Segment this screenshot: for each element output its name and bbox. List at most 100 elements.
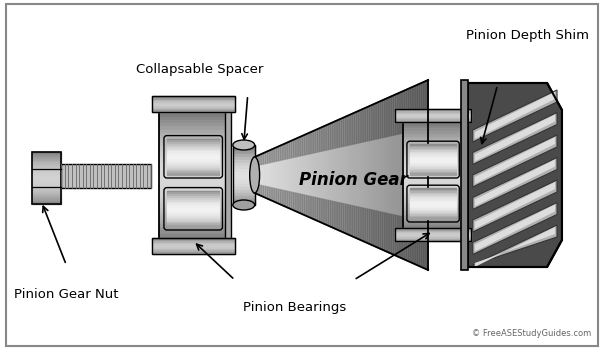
Bar [410, 213, 456, 215]
Bar [160, 230, 227, 233]
Polygon shape [330, 201, 333, 228]
Text: © FreeASEStudyGuides.com: © FreeASEStudyGuides.com [473, 329, 592, 338]
Polygon shape [261, 153, 263, 197]
Polygon shape [259, 154, 261, 196]
Polygon shape [413, 86, 415, 264]
Bar [160, 133, 227, 136]
Polygon shape [370, 105, 371, 245]
Bar [233, 166, 255, 169]
Polygon shape [283, 144, 285, 160]
Bar [152, 249, 235, 251]
Polygon shape [339, 203, 341, 231]
Bar [160, 178, 227, 182]
Bar [160, 162, 227, 165]
Polygon shape [352, 113, 355, 144]
Bar [160, 191, 227, 195]
Bar [152, 251, 235, 252]
Polygon shape [278, 189, 281, 204]
Polygon shape [335, 120, 337, 230]
Bar [404, 142, 463, 145]
Bar [404, 219, 463, 222]
Bar [152, 96, 235, 112]
Polygon shape [309, 132, 311, 154]
Bar [167, 196, 220, 198]
Polygon shape [319, 127, 322, 223]
Bar [31, 162, 61, 164]
Bar [160, 172, 227, 175]
Polygon shape [293, 139, 296, 158]
Bar [167, 218, 220, 220]
Bar [233, 178, 255, 181]
Polygon shape [285, 142, 287, 159]
Polygon shape [378, 101, 381, 249]
Bar [410, 170, 456, 172]
Bar [167, 198, 220, 200]
Polygon shape [296, 193, 298, 212]
Polygon shape [274, 188, 276, 203]
Polygon shape [322, 126, 324, 224]
Bar [160, 237, 227, 240]
Bar [167, 146, 220, 148]
Polygon shape [315, 129, 318, 153]
Polygon shape [350, 114, 352, 236]
Bar [396, 228, 471, 229]
Polygon shape [367, 106, 370, 244]
Polygon shape [374, 103, 376, 140]
Polygon shape [293, 193, 296, 211]
Bar [167, 203, 220, 205]
Bar [160, 185, 227, 188]
Bar [410, 150, 456, 152]
Polygon shape [333, 201, 335, 229]
Bar [160, 168, 227, 172]
Polygon shape [300, 136, 302, 214]
Polygon shape [365, 209, 367, 243]
Bar [31, 183, 61, 185]
Bar [152, 239, 235, 241]
Polygon shape [304, 134, 307, 216]
Bar [396, 237, 471, 239]
Polygon shape [356, 111, 359, 144]
Bar [410, 210, 456, 211]
Bar [167, 209, 220, 211]
Polygon shape [475, 92, 555, 139]
Polygon shape [473, 180, 557, 232]
Polygon shape [322, 126, 324, 151]
Bar [410, 204, 456, 205]
Polygon shape [337, 119, 339, 231]
Polygon shape [417, 220, 419, 266]
Bar [167, 223, 220, 225]
Bar [404, 123, 463, 126]
Bar [410, 208, 456, 210]
Bar [410, 149, 456, 150]
Polygon shape [318, 128, 319, 152]
Polygon shape [376, 102, 378, 248]
Polygon shape [324, 199, 326, 225]
Bar [404, 222, 463, 224]
Polygon shape [272, 188, 274, 202]
Bar [404, 208, 463, 211]
Bar [167, 212, 220, 214]
Polygon shape [304, 134, 307, 155]
Polygon shape [267, 150, 270, 200]
Bar [404, 120, 463, 123]
Polygon shape [345, 204, 348, 234]
Bar [410, 197, 456, 199]
Bar [61, 164, 151, 188]
Polygon shape [402, 217, 404, 259]
Bar [410, 201, 456, 202]
Polygon shape [424, 81, 426, 269]
Bar [404, 139, 463, 142]
Bar [167, 164, 220, 166]
Bar [410, 202, 456, 204]
Polygon shape [257, 184, 259, 195]
Bar [160, 198, 227, 201]
Polygon shape [287, 142, 289, 208]
Polygon shape [396, 215, 397, 257]
Bar [31, 157, 61, 159]
Polygon shape [378, 101, 381, 139]
Polygon shape [276, 189, 278, 204]
Bar [410, 156, 456, 158]
Polygon shape [361, 208, 363, 241]
Polygon shape [391, 214, 393, 254]
Polygon shape [326, 124, 329, 226]
